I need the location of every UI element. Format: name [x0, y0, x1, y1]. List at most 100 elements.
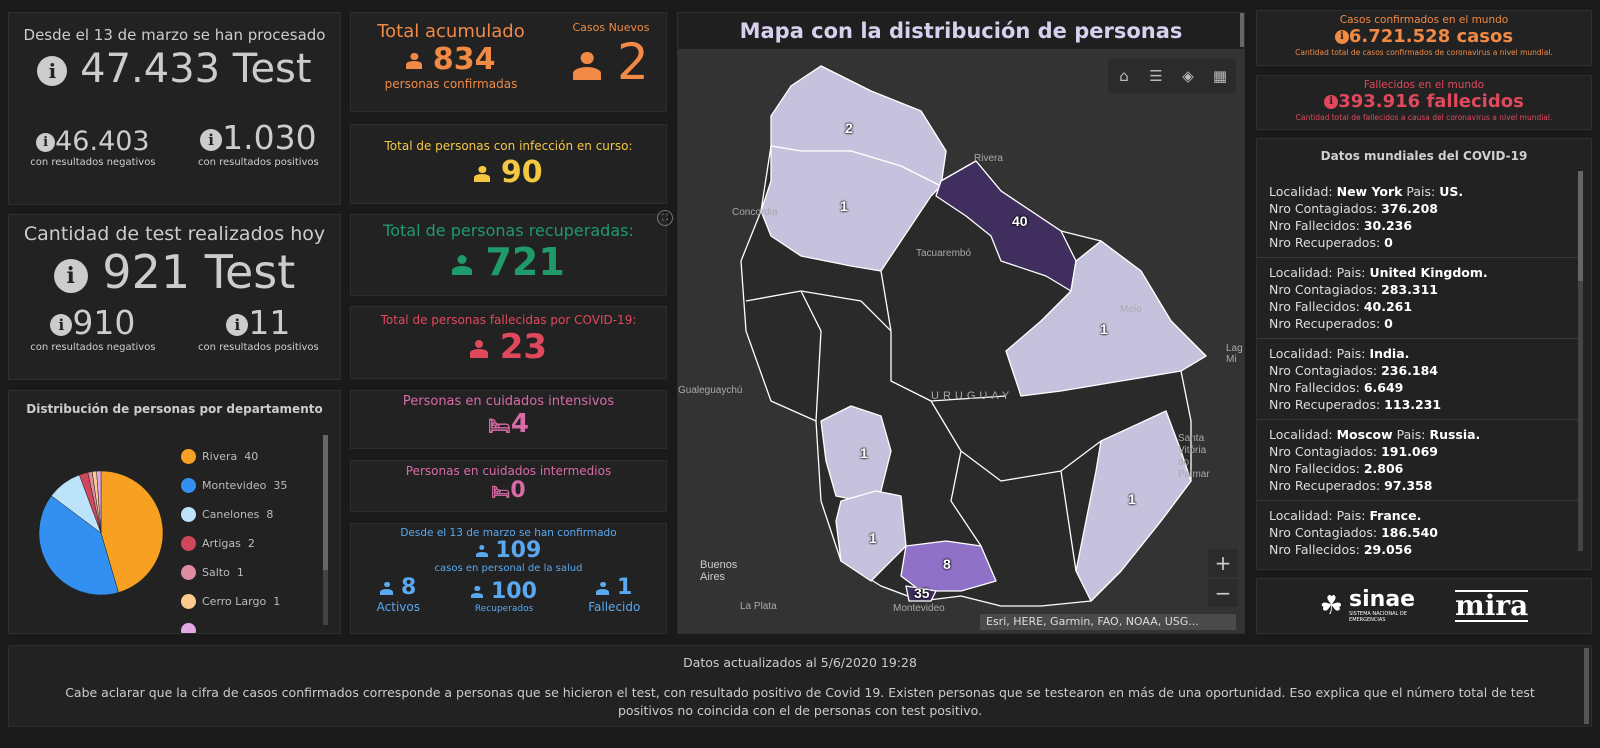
health-staff-panel: Desde el 13 de marzo se han confirmado 1…	[350, 523, 667, 634]
place-label: Montevideo	[893, 603, 945, 614]
world-list-panel: Datos mundiales del COVID-19 Localidad: …	[1256, 138, 1592, 570]
deceased-panel: Total de personas fallecidas por COVID-1…	[350, 306, 667, 379]
world-list-field: 6.649	[1363, 380, 1404, 395]
legend-swatch	[181, 507, 196, 522]
region-value: 1	[1100, 321, 1108, 337]
map-canvas[interactable]	[678, 49, 1245, 634]
world-list-field: 30.236	[1363, 218, 1413, 233]
map-toolbar: ⌂ ☰ ◈ ▦	[1108, 59, 1236, 93]
footer-scrollbar[interactable]	[1584, 648, 1589, 724]
world-list-field: 0	[1384, 235, 1393, 250]
place-label: Santa Vitória do Palmar	[1178, 433, 1210, 480]
world-list-field: New York	[1336, 184, 1403, 199]
world-list-field: Nro Contagiados:	[1269, 525, 1378, 540]
legend-list-icon[interactable]: ☰	[1149, 67, 1163, 85]
world-list-field: Pais:	[1396, 427, 1426, 442]
world-list-field: Nro Fallecidos:	[1269, 380, 1360, 395]
legend-item[interactable]	[181, 623, 287, 633]
accumulated-subtitle: personas confirmadas	[384, 77, 518, 91]
expand-icon[interactable]: ⛶	[657, 210, 673, 226]
legend-value: 1	[236, 566, 244, 579]
world-cases-value: 6.721.528 casos	[1348, 26, 1514, 47]
world-list[interactable]: Localidad: New York Pais: US. Nro Contag…	[1257, 177, 1591, 557]
info-icon: i	[1334, 30, 1349, 44]
pie-slice-rivera[interactable]	[100, 470, 164, 593]
pie-slice-montevideo[interactable]	[38, 495, 119, 596]
deceased-value: 23	[499, 327, 548, 367]
legend-scrollbar[interactable]	[323, 435, 328, 625]
place-label: Concordia	[732, 207, 778, 218]
map-department-borders	[745, 270, 1102, 572]
world-list-field: Localidad:	[1269, 346, 1333, 361]
world-deaths-value: 393.916 fallecidos	[1338, 91, 1524, 112]
world-list-item[interactable]: Localidad: Pais: United Kingdom. Nro Con…	[1257, 258, 1581, 339]
world-list-field: 2.806	[1363, 461, 1404, 476]
pie-title: Distribución de personas por departament…	[26, 402, 323, 416]
world-list-item[interactable]: Localidad: New York Pais: US. Nro Contag…	[1257, 177, 1581, 258]
world-list-scrollbar[interactable]	[1578, 171, 1583, 551]
accumulated-value: 834	[432, 42, 496, 77]
region-value: 40	[1012, 213, 1028, 229]
place-label: Rivera	[974, 153, 1003, 164]
basemap-gallery-icon[interactable]: ▦	[1212, 67, 1228, 85]
footer-panel: Datos actualizados al 5/6/2020 19:28 Cab…	[8, 645, 1592, 727]
sinae-logo: ☘ sinae SISTEMA NACIONAL DE EMERGENCIAS	[1320, 589, 1415, 624]
info-icon: i	[50, 313, 73, 336]
world-list-field: 191.069	[1381, 444, 1438, 459]
tests-today-panel: Cantidad de test realizados hoy i 921 Te…	[8, 214, 341, 380]
person-icon	[380, 582, 394, 595]
intermediate-value: 0	[510, 478, 526, 503]
region-montevideo	[905, 585, 937, 602]
legend-item[interactable]: Montevideo 35	[181, 478, 287, 493]
legend-item[interactable]: Salto 1	[181, 565, 287, 580]
legend-swatch	[181, 449, 196, 464]
pie-slice-other[interactable]	[96, 470, 102, 534]
place-label: Tacuarembó	[916, 248, 972, 259]
tests-total-panel: Desde el 13 de marzo se han procesado i …	[8, 12, 341, 205]
positives-label: con resultados positivos	[197, 342, 319, 353]
logos-panel: ☘ sinae SISTEMA NACIONAL DE EMERGENCIAS m…	[1256, 578, 1592, 634]
legend-item[interactable]: Canelones 8	[181, 507, 287, 522]
legend-label: Cerro Largo	[202, 595, 267, 608]
layers-icon[interactable]: ◈	[1182, 67, 1194, 85]
staff-active-value: 8	[401, 575, 417, 600]
region-value: 1	[860, 445, 868, 461]
world-list-field: Nro Fallecidos:	[1269, 218, 1360, 233]
map-title: Mapa con la distribución de personas	[678, 13, 1244, 49]
accumulated-title: Total acumulado	[377, 21, 525, 42]
map-scrollbar[interactable]	[1240, 13, 1244, 47]
world-list-field: 376.208	[1381, 201, 1438, 216]
world-list-item[interactable]: Localidad: Pais: France. Nro Contagiados…	[1257, 501, 1581, 557]
world-list-field: 29.056	[1363, 542, 1413, 557]
world-list-item[interactable]: Localidad: Moscow Pais: Russia. Nro Cont…	[1257, 420, 1581, 501]
world-deaths-panel: Fallecidos en el mundo i 393.916 fallecid…	[1256, 75, 1592, 130]
active-panel: Total de personas con infección en curso…	[350, 124, 667, 204]
recovered-panel: Total de personas recuperadas: 721	[350, 214, 667, 296]
zoom-out-button[interactable]: −	[1208, 579, 1238, 607]
world-list-field: India.	[1369, 346, 1410, 361]
person-icon	[475, 545, 488, 557]
legend-item[interactable]: Rivera 40	[181, 449, 287, 464]
region-colonia	[835, 490, 907, 582]
negatives-label: con resultados negativos	[30, 342, 156, 353]
world-deaths-title: Fallecidos en el mundo	[1363, 79, 1485, 91]
legend-item[interactable]: Artigas 2	[181, 536, 287, 551]
home-icon[interactable]: ⌂	[1119, 67, 1129, 85]
active-title: Total de personas con infección en curso…	[384, 139, 633, 153]
zoom-in-button[interactable]: +	[1208, 549, 1238, 577]
accumulated-panel: Total acumulado 834 personas confirmadas…	[350, 12, 667, 112]
pie-panel: Distribución de personas por departament…	[8, 390, 341, 634]
pie-legend: Rivera 40 Montevideo 35 Canelones 8 Artigas…	[181, 449, 287, 633]
world-list-field: 236.184	[1381, 363, 1438, 378]
tests-total-value: 47.433 Test	[80, 46, 312, 92]
map-attribution: Esri, HERE, Garmin, FAO, NOAA, USG...	[980, 614, 1236, 630]
legend-value: 8	[266, 508, 274, 521]
world-list-field: Pais:	[1336, 508, 1366, 523]
world-list-field: Pais:	[1336, 346, 1366, 361]
legend-label: Salto	[202, 566, 230, 579]
legend-item[interactable]: Cerro Largo 1	[181, 594, 287, 609]
world-list-item[interactable]: Localidad: Pais: India. Nro Contagiados:…	[1257, 339, 1581, 420]
region-cerro-largo	[1005, 240, 1207, 397]
world-cases-title: Casos confirmados en el mundo	[1339, 14, 1509, 26]
region-soriano	[820, 405, 892, 502]
